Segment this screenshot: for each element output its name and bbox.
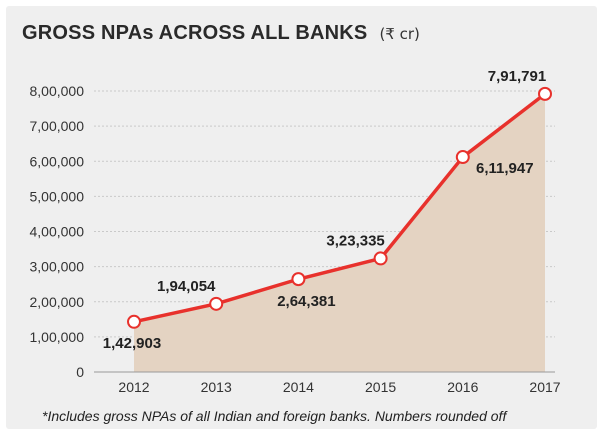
x-tick-label: 2014 — [283, 379, 314, 395]
data-point — [127, 314, 141, 329]
y-axis: 0 1,00,000 2,00,000 3,00,000 4,00,000 5,00,00… — [30, 83, 85, 380]
y-tick-label: 6,00,000 — [30, 153, 85, 169]
data-point — [373, 251, 388, 266]
chart-title: GROSS NPAs ACROSS ALL BANKS — [22, 22, 368, 44]
data-label: 7,91,791 — [488, 68, 546, 85]
series-polyline — [132, 92, 547, 324]
footnote: *Includes gross NPAs of all Indian and f… — [42, 408, 507, 424]
data-points — [127, 86, 552, 329]
title-row: GROSS NPAs ACROSS ALL BANKS (₹ cr) — [22, 22, 420, 45]
data-point — [538, 86, 552, 101]
x-tick-label: 2015 — [365, 379, 396, 395]
data-point — [291, 272, 306, 287]
y-tick-label: 3,00,000 — [30, 259, 85, 275]
data-point — [209, 296, 224, 311]
y-tick-label: 5,00,000 — [30, 188, 85, 204]
data-label: 2,64,381 — [277, 293, 335, 310]
x-tick-label: 2012 — [118, 379, 149, 395]
x-tick-label: 2017 — [529, 379, 560, 395]
x-tick-label: 2016 — [447, 379, 478, 395]
chart-unit: (₹ cr) — [379, 25, 420, 43]
data-label: 3,23,335 — [326, 232, 384, 249]
x-axis: 2012 2013 2014 2015 2016 2017 — [94, 371, 561, 395]
data-point — [455, 150, 470, 165]
y-tick-label: 1,00,000 — [30, 329, 85, 345]
data-label: 1,42,903 — [103, 335, 161, 352]
data-label: 1,94,054 — [157, 278, 216, 295]
x-tick-label: 2013 — [201, 379, 232, 395]
area-fill-path — [134, 93, 545, 372]
data-label: 6,11,947 — [476, 160, 534, 177]
area-fill — [134, 93, 545, 372]
y-tick-label: 2,00,000 — [30, 294, 85, 310]
y-tick-label: 4,00,000 — [30, 224, 85, 240]
y-tick-label: 7,00,000 — [30, 118, 85, 134]
y-tick-label: 8,00,000 — [30, 83, 85, 99]
y-tick-label: 0 — [76, 364, 84, 380]
data-labels: 1,42,903 1,94,054 2,64,381 3,23,335 6,11,947… — [103, 68, 546, 352]
series-line — [132, 92, 547, 324]
